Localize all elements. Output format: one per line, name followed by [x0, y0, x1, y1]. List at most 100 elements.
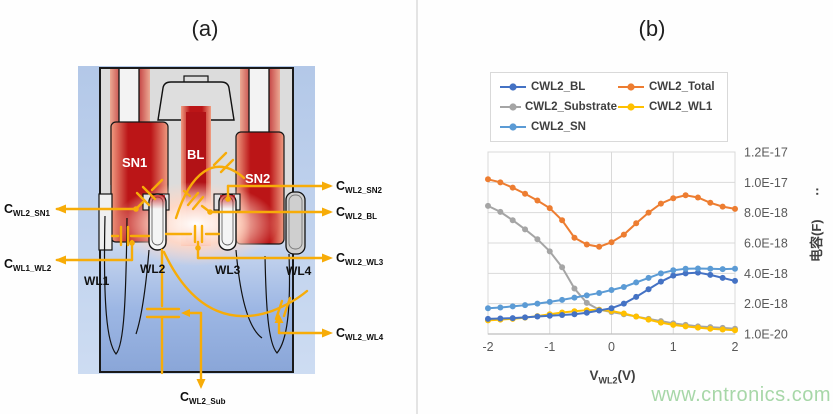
series-point-CWL2_Substrate	[559, 264, 566, 271]
y-tick-label: 8.0E-18	[744, 206, 788, 220]
x-axis-title: VWL2(V)	[589, 368, 636, 386]
dram-cross-section: SN1 BL SN2 WL1 WL2 WL3 WL4 CWL2_SN1 CWL1…	[4, 66, 384, 406]
label-wl3: WL3	[215, 263, 241, 277]
series-point-CWL2_BL	[719, 274, 726, 281]
legend-item-CWL2_WL1: CWL2_WL1	[617, 101, 723, 113]
series-point-CWL2_SN	[707, 265, 714, 272]
label-wl1: WL1	[84, 274, 110, 288]
cap-label-wl2-wl3: CWL2_WL3	[336, 251, 384, 267]
series-point-CWL2_Total	[522, 190, 529, 197]
series-point-CWL2_BL	[620, 300, 627, 307]
y-tick-label: 1.0E-17	[744, 176, 788, 190]
series-point-CWL2_BL	[608, 305, 615, 312]
cap-label-wl2-wl4: CWL2_WL4	[336, 326, 384, 342]
series-point-CWL2_Total	[559, 217, 566, 224]
series-point-CWL2_Total	[620, 231, 627, 238]
series-point-CWL2_BL	[596, 307, 603, 314]
series-point-CWL2_SN	[583, 292, 590, 299]
annotation-arrowheads	[55, 181, 333, 389]
y-tick-label: 4.0E-18	[744, 267, 788, 281]
series-point-CWL2_SN	[719, 266, 726, 273]
cap-label-wl2-bl: CWL2_BL	[336, 205, 377, 221]
series-point-CWL2_Substrate	[534, 236, 541, 243]
series-point-CWL2_Total	[707, 199, 714, 206]
chart-legend: CWL2_BL CWL2_Total CWL2_Substrate CWL2_WL1 C…	[490, 72, 728, 142]
series-point-CWL2_WL1	[732, 327, 738, 334]
series-point-CWL2_BL	[485, 315, 491, 322]
series-point-CWL2_Total	[645, 209, 652, 216]
capacitance-chart: 1.2E-17 1.0E-17 8.0E-18 6.0E-18 4.0E-18 2.0E-…	[482, 146, 788, 355]
legend-label: CWL2_Substrate	[524, 101, 617, 113]
series-point-CWL2_WL1	[707, 325, 714, 332]
panel-divider	[416, 0, 418, 414]
device-region-labels: SN1 BL SN2 WL1 WL2 WL3 WL4	[84, 147, 312, 288]
series-point-CWL2_SN	[497, 304, 504, 311]
series-point-CWL2_Total	[546, 205, 553, 212]
series-point-CWL2_Total	[608, 239, 615, 246]
label-sn2: SN2	[245, 171, 270, 186]
cap-label-wl2-sn1: CWL2_SN1	[4, 202, 50, 218]
series-point-CWL2_SN	[608, 287, 615, 294]
series-point-CWL2_BL	[732, 277, 738, 284]
series-point-CWL2_SN	[620, 283, 627, 290]
series-point-CWL2_WL1	[620, 310, 627, 317]
series-point-CWL2_Total	[657, 200, 664, 207]
watermark-text: www.cntronics.com	[651, 384, 831, 406]
series-point-CWL2_BL	[682, 270, 689, 277]
series-point-CWL2_Substrate	[546, 248, 553, 255]
legend-item-CWL2_Total: CWL2_Total	[617, 81, 723, 93]
series-point-CWL2_BL	[546, 312, 553, 319]
series-point-CWL2_Total	[719, 203, 726, 210]
y-tick-label: 6.0E-18	[744, 237, 788, 251]
series-point-CWL2_BL	[707, 271, 714, 278]
series-point-CWL2_Total	[633, 220, 640, 227]
series-point-CWL2_WL1	[719, 326, 726, 333]
series-point-CWL2_SN	[596, 290, 603, 297]
cap-label-wl1-wl2: CWL1_WL2	[4, 257, 52, 273]
series-point-CWL2_Total	[509, 184, 516, 191]
series-point-CWL2_Total	[583, 241, 590, 248]
series-point-CWL2_Substrate	[485, 202, 491, 209]
panel-a-title: (a)	[191, 16, 219, 41]
series-point-CWL2_SN	[657, 270, 664, 277]
series-point-CWL2_Substrate	[497, 208, 504, 215]
series-point-CWL2_BL	[522, 314, 529, 321]
series-point-CWL2_SN	[509, 303, 516, 310]
series-point-CWL2_BL	[534, 313, 541, 320]
legend-label: CWL2_WL1	[649, 101, 713, 113]
y-tick-label: 2.0E-18	[744, 297, 788, 311]
series-point-CWL2_Substrate	[509, 217, 516, 224]
panel-b-title: (b)	[638, 16, 666, 41]
legend-marker	[618, 83, 644, 91]
series-point-CWL2_Total	[732, 205, 738, 212]
label-wl2: WL2	[140, 262, 166, 276]
y-axis-title-ellipsis: ‥	[806, 185, 821, 196]
legend-marker	[500, 123, 526, 131]
series-point-CWL2_SN	[732, 265, 738, 272]
series-point-CWL2_BL	[645, 286, 652, 293]
legend-marker	[618, 103, 644, 111]
series-point-CWL2_SN	[534, 300, 541, 307]
series-point-CWL2_SN	[485, 305, 491, 312]
legend-marker	[500, 83, 526, 91]
series-point-CWL2_SN	[670, 267, 677, 274]
series-point-CWL2_WL1	[657, 319, 664, 326]
series-point-CWL2_Substrate	[571, 285, 578, 292]
legend-label: CWL2_Total	[649, 81, 715, 93]
series-point-CWL2_Total	[670, 195, 677, 202]
y-tick-label: 1.2E-17	[744, 146, 788, 160]
legend-label: CWL2_SN	[531, 121, 586, 133]
series-point-CWL2_WL1	[633, 313, 640, 320]
series-point-CWL2_SN	[633, 279, 640, 286]
x-tick-label: -2	[482, 340, 493, 354]
series-point-CWL2_Total	[485, 176, 491, 183]
capacitance-labels: CWL2_SN1 CWL1_WL2 CWL2_SN2 CWL2_BL CWL2_…	[4, 179, 384, 406]
series-point-CWL2_BL	[670, 272, 677, 279]
series-point-CWL2_Total	[596, 243, 603, 250]
series-point-CWL2_Substrate	[522, 226, 529, 233]
legend-item-CWL2_SN: CWL2_SN	[499, 121, 617, 133]
series-point-CWL2_BL	[559, 312, 566, 319]
series-point-CWL2_Total	[497, 179, 504, 186]
series-point-CWL2_Total	[694, 194, 701, 201]
